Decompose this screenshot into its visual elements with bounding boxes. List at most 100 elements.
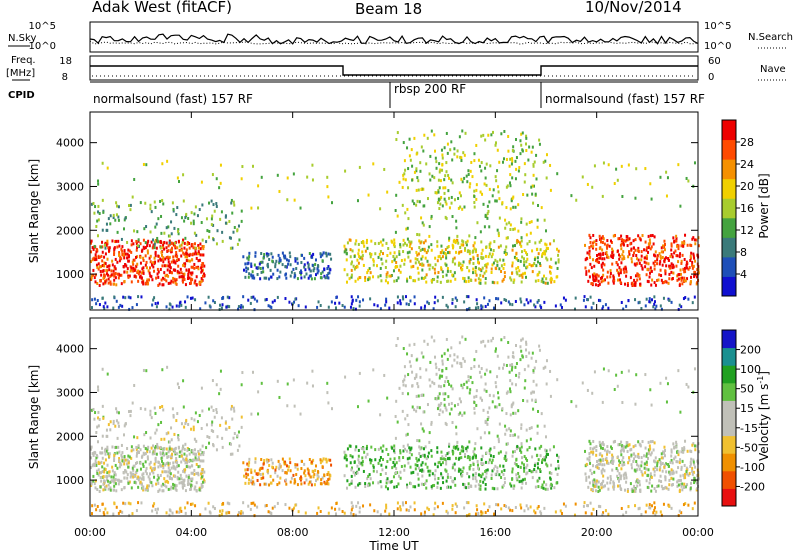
- velocity-cell: [646, 485, 649, 489]
- velocity-cell: [520, 426, 523, 430]
- velocity-cell: [105, 428, 108, 432]
- velocity-cell: [645, 503, 648, 507]
- power-cell: [687, 267, 690, 271]
- power-cell: [648, 300, 651, 304]
- velocity-cell: [441, 476, 444, 480]
- velocity-cell: [445, 376, 448, 380]
- velocity-cell: [436, 407, 439, 411]
- velocity-cell: [641, 473, 644, 477]
- velocity-cell: [601, 441, 604, 445]
- velocity-cell: [644, 446, 647, 450]
- power-cell: [247, 275, 250, 279]
- power-cell: [142, 282, 145, 286]
- power-cell: [132, 242, 135, 246]
- power-cell: [664, 272, 667, 276]
- power-cell: [498, 160, 501, 164]
- velocity-cell: [197, 457, 200, 461]
- power-cell: [575, 198, 578, 202]
- velocity-cell: [213, 507, 216, 511]
- velocity-cell: [101, 502, 104, 506]
- power-cell: [528, 145, 531, 149]
- velocity-cell: [147, 445, 150, 449]
- power-cell: [412, 264, 415, 268]
- velocity-cell: [509, 482, 512, 486]
- power-cell: [649, 234, 652, 238]
- velocity-cell: [634, 469, 637, 473]
- velocity-cell: [473, 395, 476, 399]
- power-cell: [434, 295, 437, 299]
- velocity-cell: [594, 489, 597, 493]
- power-cell: [434, 191, 437, 195]
- power-cell: [115, 299, 118, 303]
- velocity-cell: [401, 501, 404, 505]
- power-cell: [146, 244, 149, 248]
- power-cell: [643, 260, 646, 264]
- power-cell: [653, 263, 656, 267]
- power-cell: [270, 275, 273, 279]
- velocity-cell: [139, 480, 142, 484]
- power-cell: [145, 266, 148, 270]
- velocity-cell: [193, 458, 196, 462]
- power-cell: [212, 223, 215, 227]
- nsky-tick-top: 10^5: [29, 21, 56, 32]
- velocity-cell: [692, 442, 695, 446]
- velocity-cell: [123, 459, 126, 463]
- velocity-cell: [375, 470, 378, 474]
- power-cell: [186, 295, 189, 299]
- power-cell: [170, 232, 173, 236]
- power-cell: [95, 250, 98, 254]
- velocity-cell: [353, 473, 356, 477]
- freq-panel-frame: [89, 55, 699, 81]
- power-cell: [485, 245, 488, 249]
- velocity-cell: [399, 508, 402, 512]
- velocity-cell: [190, 427, 193, 431]
- velocity-cell: [112, 475, 115, 479]
- power-cell: [373, 303, 376, 307]
- power-cell: [549, 242, 552, 246]
- velocity-cell: [379, 446, 382, 450]
- power-cell: [361, 254, 364, 258]
- velocity-cell: [201, 484, 204, 488]
- velocity-cell: [123, 456, 126, 460]
- velocity-cell: [616, 484, 619, 488]
- velocity-cell: [557, 459, 560, 463]
- velocity-cell: [384, 485, 387, 489]
- power-cell: [251, 276, 254, 280]
- power-cell: [633, 278, 636, 282]
- power-cell: [184, 216, 187, 220]
- power-cell: [592, 274, 595, 278]
- velocity-cell: [448, 456, 451, 460]
- power-cell: [487, 133, 490, 137]
- velocity-cell: [484, 419, 487, 423]
- power-cell: [454, 305, 457, 309]
- power-cell: [490, 270, 493, 274]
- velocity-cell: [195, 439, 198, 443]
- power-cell: [149, 254, 152, 258]
- power-cell: [517, 229, 520, 233]
- velocity-cell: [151, 509, 154, 513]
- velocity-cell: [555, 481, 558, 485]
- velocity-cell: [598, 488, 601, 492]
- power-cell: [511, 176, 514, 180]
- velocity-cell: [597, 462, 600, 466]
- power-cell: [653, 267, 656, 271]
- power-cell: [407, 303, 410, 307]
- power-cell: [211, 214, 214, 218]
- velocity-cell: [285, 471, 288, 475]
- velocity-cell: [311, 469, 314, 473]
- velocity-cell: [465, 486, 468, 490]
- velocity-cell: [645, 452, 648, 456]
- power-cell: [648, 275, 651, 279]
- velocity-cell: [126, 476, 129, 480]
- power-cell: [503, 250, 506, 254]
- velocity-cell: [170, 456, 173, 460]
- velocity-cell: [503, 504, 506, 508]
- velocity-cell: [368, 473, 371, 477]
- power-cell: [166, 249, 169, 253]
- velocity-cell: [590, 512, 593, 516]
- power-cell: [663, 257, 666, 261]
- power-cell: [171, 246, 174, 250]
- velocity-cell: [173, 432, 176, 436]
- power-cell: [172, 260, 175, 264]
- power-cell: [684, 233, 687, 237]
